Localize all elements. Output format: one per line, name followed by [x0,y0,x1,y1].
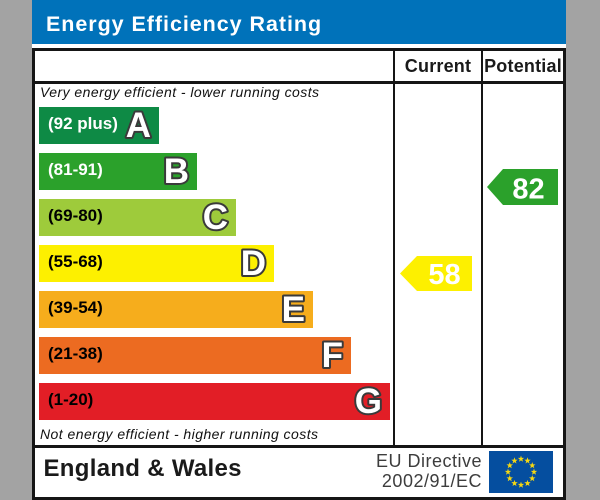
svg-text:B: B [164,152,189,191]
svg-text:E: E [281,290,304,329]
svg-text:F: F [322,336,343,375]
svg-text:C: C [202,198,227,237]
svg-text:58: 58 [428,259,460,291]
svg-text:D: D [241,244,266,283]
svg-text:G: G [354,382,381,421]
svg-text:82: 82 [512,173,544,205]
svg-text:A: A [125,106,150,145]
